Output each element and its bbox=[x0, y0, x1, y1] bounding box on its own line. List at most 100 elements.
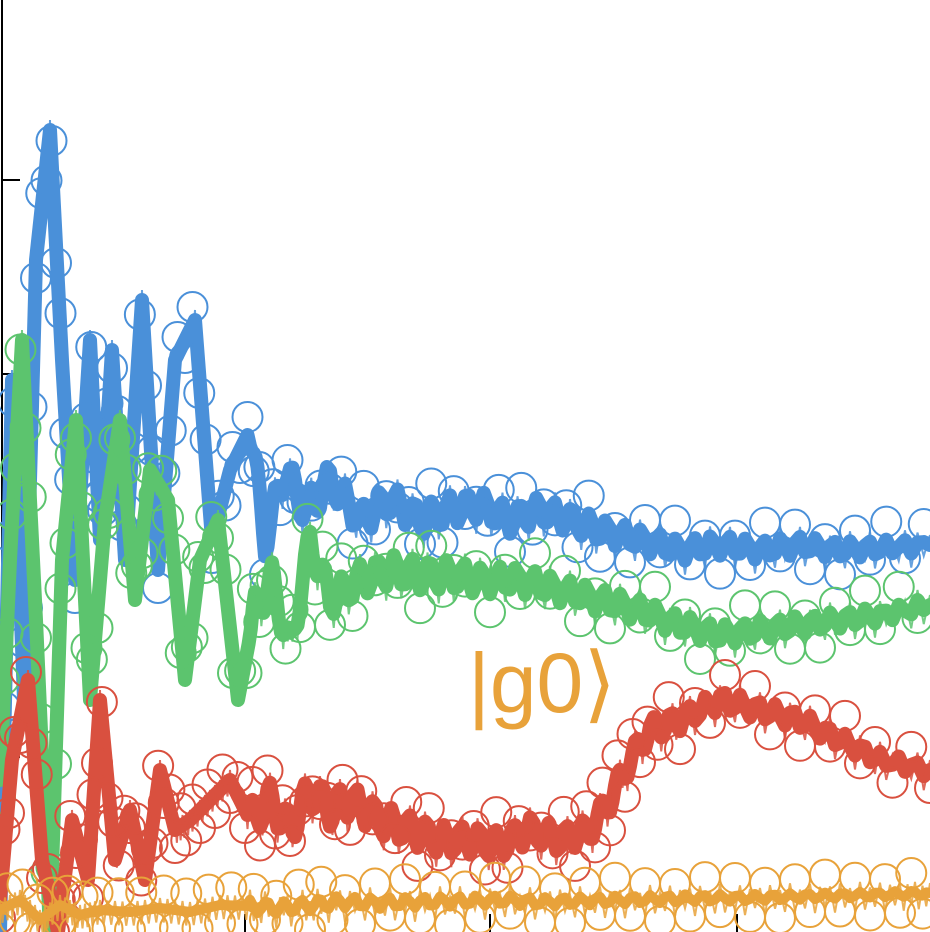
series-red-marker bbox=[401, 849, 434, 882]
series-red-marker bbox=[326, 763, 359, 796]
series-orange-marker bbox=[305, 865, 338, 898]
series-orange-marker bbox=[204, 907, 236, 932]
series-green-marker bbox=[126, 537, 159, 569]
series-red-marker bbox=[724, 696, 756, 729]
series-blue-marker bbox=[392, 486, 425, 519]
series-red-marker bbox=[664, 733, 696, 766]
series-green-marker bbox=[0, 663, 20, 696]
series-red-marker bbox=[709, 658, 741, 691]
series-blue-marker bbox=[176, 291, 209, 323]
series-orange-marker bbox=[764, 902, 796, 932]
series-blue-marker bbox=[183, 377, 216, 409]
series-blue-marker bbox=[644, 536, 676, 569]
series-blue-marker bbox=[659, 504, 691, 537]
series-red-marker bbox=[601, 739, 634, 772]
series-green-marker bbox=[684, 642, 716, 675]
series-red-marker bbox=[108, 794, 141, 827]
series-red-marker bbox=[609, 780, 641, 813]
series-orange-marker bbox=[102, 877, 135, 910]
series-green-marker bbox=[306, 530, 339, 563]
series-green-marker bbox=[14, 481, 47, 513]
series-blue-marker bbox=[614, 546, 646, 579]
series-green bbox=[0, 329, 930, 932]
series-orange-marker bbox=[316, 903, 349, 932]
series-green-marker bbox=[236, 572, 269, 605]
series-red-marker bbox=[259, 817, 291, 850]
series-green-marker bbox=[744, 622, 776, 655]
series-red-marker bbox=[424, 839, 456, 872]
series-orange-marker bbox=[704, 896, 736, 929]
series-orange-marker bbox=[854, 899, 886, 932]
series-red-marker bbox=[251, 754, 284, 787]
series-orange-marker bbox=[159, 912, 191, 932]
series-red-marker bbox=[739, 670, 771, 703]
series-green-marker bbox=[489, 553, 521, 586]
series-blue-marker bbox=[839, 514, 871, 547]
series-green-marker bbox=[299, 573, 331, 606]
series-orange-marker bbox=[554, 906, 586, 932]
series-orange-marker bbox=[294, 913, 326, 932]
series-red-marker bbox=[10, 656, 42, 688]
series-red-marker bbox=[876, 766, 909, 799]
series-red-marker bbox=[0, 902, 16, 932]
series-red-marker bbox=[159, 832, 191, 864]
series-red-marker bbox=[81, 747, 113, 779]
series-red-marker bbox=[594, 814, 626, 847]
series-orange-marker bbox=[237, 872, 270, 905]
series-blue-marker bbox=[415, 467, 448, 500]
series-green-marker bbox=[276, 593, 309, 626]
series-red-marker bbox=[274, 824, 306, 857]
series-orange-marker bbox=[282, 868, 315, 901]
series-red-marker bbox=[491, 851, 524, 884]
series-green-marker bbox=[202, 522, 234, 554]
series-red-marker bbox=[91, 782, 124, 814]
series-green-marker bbox=[882, 570, 915, 603]
series-orange-marker bbox=[125, 876, 158, 909]
series-red-marker bbox=[829, 699, 861, 732]
series-red-marker bbox=[0, 797, 25, 829]
series-green-marker bbox=[188, 552, 221, 584]
series-orange-marker bbox=[344, 908, 376, 932]
series-orange bbox=[0, 857, 930, 932]
series-green-marker bbox=[182, 541, 215, 573]
series-red-marker bbox=[289, 785, 321, 818]
series-layer bbox=[0, 119, 930, 932]
series-red-marker bbox=[559, 849, 591, 882]
series-green-marker bbox=[336, 599, 369, 632]
series-green-marker bbox=[474, 596, 506, 629]
series-blue-marker bbox=[572, 479, 605, 512]
series-orange-marker bbox=[674, 900, 706, 932]
series-orange-marker bbox=[659, 868, 691, 901]
series-blue-marker bbox=[130, 369, 162, 402]
series-green-marker bbox=[256, 564, 288, 597]
series-orange-marker bbox=[494, 897, 526, 930]
series-red-marker bbox=[480, 796, 513, 829]
series-red-marker bbox=[221, 761, 254, 793]
series-orange-marker bbox=[569, 866, 601, 899]
series-blue-marker bbox=[123, 298, 156, 331]
series-red-marker bbox=[76, 778, 109, 811]
series-orange-marker bbox=[181, 912, 214, 932]
series-green-marker bbox=[437, 554, 470, 587]
series-red-marker bbox=[694, 706, 726, 739]
series-green-marker bbox=[669, 598, 701, 631]
series-orange-marker bbox=[192, 873, 225, 906]
series-orange-marker bbox=[136, 911, 169, 932]
series-orange-marker bbox=[359, 867, 391, 900]
series-green-marker bbox=[594, 612, 626, 645]
series-blue-marker bbox=[809, 523, 841, 556]
series-orange-marker bbox=[895, 857, 928, 890]
state-annotation: |g0⟩ bbox=[468, 636, 616, 730]
series-orange-marker bbox=[719, 861, 751, 894]
series-red-marker bbox=[379, 822, 411, 855]
series-blue-marker bbox=[907, 508, 930, 541]
series-orange-marker bbox=[21, 883, 54, 916]
series-green-marker bbox=[579, 577, 611, 610]
series-blue-marker bbox=[794, 553, 826, 586]
series-orange-marker bbox=[226, 907, 259, 932]
series-red-marker bbox=[97, 806, 130, 838]
series-green-marker bbox=[864, 613, 896, 646]
series-red-marker bbox=[446, 828, 479, 861]
series-orange-marker bbox=[114, 914, 146, 932]
series-red bbox=[0, 656, 930, 932]
